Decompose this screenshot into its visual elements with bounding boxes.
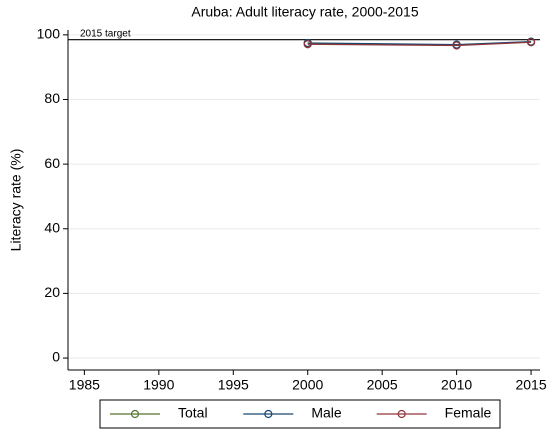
y-tick-label: 60: [44, 155, 60, 171]
y-tick-label: 100: [37, 26, 61, 42]
data-point: [526, 38, 536, 47]
legend-marker: [130, 409, 140, 419]
legend-label: Total: [178, 405, 208, 421]
legend-marker: [264, 409, 273, 419]
legend-label: Male: [311, 405, 342, 421]
y-tick-label: 20: [44, 284, 60, 300]
data-point: [452, 41, 461, 50]
series-line: [307, 41, 532, 46]
series-line: [307, 41, 532, 47]
x-tick-label: 1990: [143, 377, 174, 393]
x-tick-label: 2010: [441, 377, 472, 393]
x-tick-label: 1995: [218, 377, 249, 393]
x-tick-label: 2015: [515, 377, 546, 393]
chart-title: Aruba: Adult literacy rate, 2000-2015: [191, 4, 418, 20]
y-axis-title: Literacy rate (%): [8, 149, 24, 252]
y-tick-label: 40: [44, 219, 60, 235]
data-point: [303, 40, 312, 49]
y-tick-label: 80: [44, 90, 60, 106]
legend-marker: [397, 409, 406, 419]
y-tick-label: 0: [52, 349, 60, 365]
target-label: 2015 target: [80, 28, 131, 39]
plot-area: [68, 30, 540, 370]
legend-label: Female: [445, 405, 492, 421]
legend: [99, 399, 501, 429]
x-tick-label: 1985: [69, 377, 100, 393]
x-tick-label: 2000: [292, 377, 323, 393]
x-tick-label: 2005: [367, 377, 398, 393]
